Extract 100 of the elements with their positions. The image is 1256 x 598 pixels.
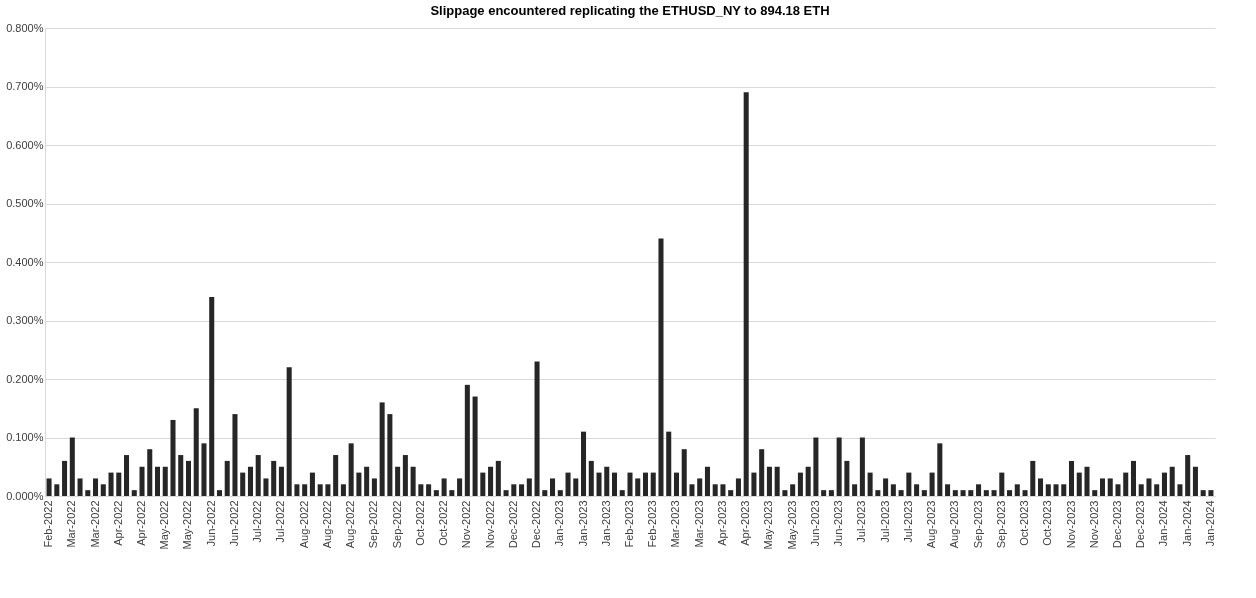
bar [333, 455, 339, 496]
bar [356, 472, 362, 496]
bar [983, 490, 989, 496]
bar [859, 437, 865, 496]
bar [1084, 466, 1090, 496]
bar [898, 490, 904, 496]
bar [828, 490, 834, 496]
x-tick-label: May-2023 [785, 500, 798, 550]
x-tick-label: Jul-2023 [901, 500, 914, 543]
bar [890, 484, 896, 496]
x-tick-label: Jul-2022 [251, 500, 264, 543]
bar [1192, 466, 1198, 496]
x-tick-label: Feb-2022 [42, 500, 55, 548]
x-tick-label: Sep-2022 [390, 500, 403, 549]
bar [627, 472, 633, 496]
bar [147, 449, 153, 496]
bar [604, 466, 610, 496]
chart-title: Slippage encountered replicating the ETHUSD_NY to 894.18 ETH [430, 3, 830, 18]
bar [704, 466, 710, 496]
x-tick-label: Jun-2022 [227, 500, 240, 547]
x-tick-label: Jan-2023 [576, 500, 589, 547]
bar [1014, 484, 1020, 496]
x-tick-label: Sep-2023 [971, 500, 984, 549]
bar [457, 478, 463, 496]
bar [650, 472, 656, 496]
bar [170, 419, 176, 496]
bar [139, 466, 145, 496]
bar [449, 490, 455, 496]
bar [433, 490, 439, 496]
bar [1161, 472, 1167, 496]
bar [1045, 484, 1051, 496]
bar [821, 490, 827, 496]
x-tick-label: Nov-2022 [460, 500, 473, 549]
bar [573, 478, 579, 496]
bar [991, 490, 997, 496]
x-tick-label: Jul-2022 [274, 500, 287, 543]
x-tick-label: Jul-2023 [855, 500, 868, 543]
bar [131, 490, 137, 496]
x-tick-label: Feb-2023 [646, 500, 659, 548]
x-tick-label: May-2023 [762, 500, 775, 550]
bar [340, 484, 346, 496]
bar [557, 490, 563, 496]
bar [224, 460, 230, 496]
bar [759, 449, 765, 496]
bar [62, 460, 68, 496]
bar [379, 402, 385, 496]
x-tick-label: Sep-2022 [367, 500, 380, 549]
x-tick-label: Jan-2023 [553, 500, 566, 547]
bar [681, 449, 687, 496]
bar [154, 466, 161, 496]
bar [929, 472, 935, 496]
bar [193, 408, 199, 496]
bar [46, 478, 52, 496]
bar [534, 361, 540, 496]
bar [945, 484, 951, 496]
bar [999, 472, 1005, 496]
bar [1007, 490, 1013, 496]
x-tick-label: Dec-2023 [1134, 500, 1147, 549]
bar [488, 466, 494, 496]
x-tick-label: May-2022 [181, 500, 194, 550]
bar [550, 478, 556, 496]
x-tick-label: Jun-2023 [832, 500, 845, 547]
bar [720, 484, 726, 496]
bar [185, 460, 192, 496]
bar [108, 472, 114, 496]
bar [782, 490, 788, 496]
bar [402, 455, 408, 496]
bar [844, 460, 850, 496]
bar [1185, 455, 1191, 496]
bar [1130, 460, 1136, 496]
x-tick-label: Oct-2022 [437, 500, 450, 546]
y-tick-label: 0.100% [6, 431, 44, 443]
bar [472, 396, 478, 496]
x-tick-label: Jan-2024 [1203, 500, 1216, 547]
bar [77, 478, 83, 496]
x-tick-label: Mar-2023 [669, 500, 682, 548]
bar [790, 484, 796, 496]
bar [69, 437, 75, 496]
bar [309, 472, 315, 496]
bar [395, 466, 401, 496]
bar [1061, 484, 1067, 496]
bar [387, 414, 393, 496]
x-tick-label: Sep-2023 [994, 500, 1007, 549]
bar [1107, 478, 1113, 496]
bar [364, 466, 370, 496]
x-tick-label: Aug-2022 [344, 500, 357, 549]
bar [914, 484, 920, 496]
bar [619, 490, 625, 496]
x-tick-label: Jun-2023 [808, 500, 821, 547]
bar [1038, 478, 1044, 496]
bar [952, 490, 958, 496]
y-tick-label: 0.500% [6, 197, 44, 209]
y-tick-label: 0.600% [6, 138, 44, 151]
bar [1123, 472, 1129, 496]
bar [317, 484, 323, 496]
y-tick-label: 0.300% [6, 314, 44, 326]
bar [201, 443, 207, 496]
bar [418, 484, 424, 496]
bar [124, 455, 130, 496]
bar [519, 484, 525, 496]
